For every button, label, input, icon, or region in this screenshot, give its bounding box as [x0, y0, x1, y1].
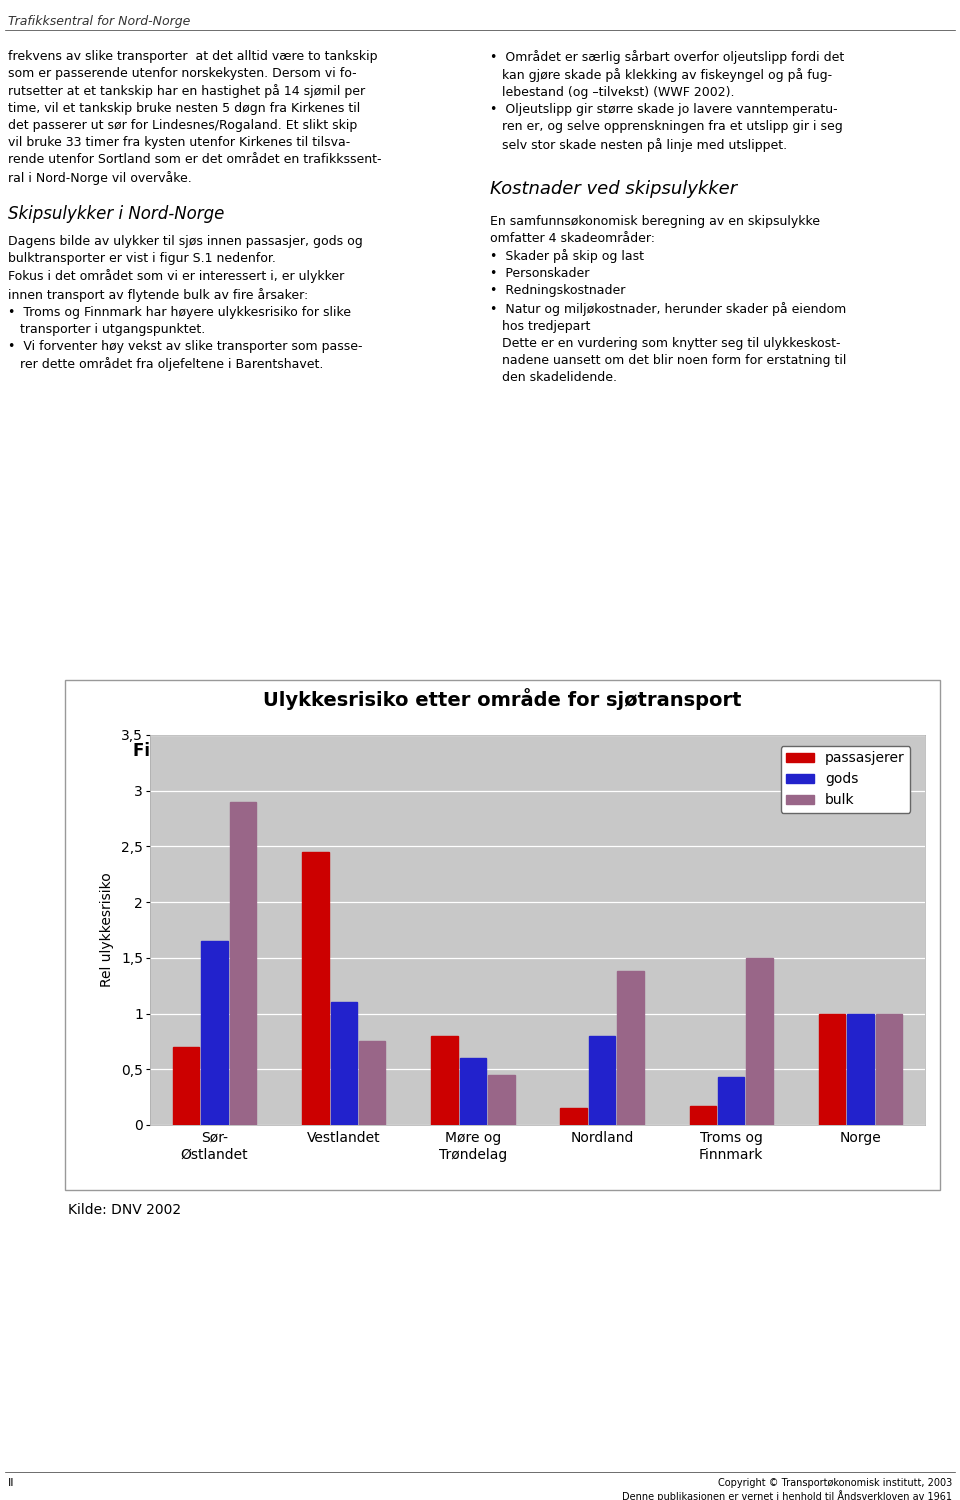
- Text: Ulykkesrisiko etter område for sjøtransport: Ulykkesrisiko etter område for sjøtransp…: [263, 688, 742, 709]
- Y-axis label: Rel ulykkesrisiko: Rel ulykkesrisiko: [100, 873, 114, 987]
- Text: Skipsulykker i Nord-Norge: Skipsulykker i Nord-Norge: [8, 206, 225, 224]
- Bar: [460, 1058, 486, 1125]
- Text: Kilde: DNV 2002: Kilde: DNV 2002: [68, 1203, 181, 1216]
- Bar: [689, 1106, 716, 1125]
- Text: Kostnader ved skipsulykker: Kostnader ved skipsulykker: [490, 180, 737, 198]
- Bar: [431, 1036, 458, 1125]
- Text: Copyright © Transportøkonomisk institutt, 2003
Denne publikasjonen er vernet i h: Copyright © Transportøkonomisk institutt…: [622, 1478, 952, 1500]
- Text: •  Området er særlig sårbart overfor oljeutslipp fordi det
   kan gjøre skade på: • Området er særlig sårbart overfor olje…: [490, 50, 844, 152]
- Bar: [488, 1076, 515, 1125]
- Bar: [617, 970, 644, 1125]
- Bar: [359, 1041, 385, 1125]
- Bar: [202, 940, 228, 1125]
- Bar: [65, 680, 940, 1190]
- Text: En samfunnsøkonomisk beregning av en skipsulykke
omfatter 4 skadeområder:
•  Ska: En samfunnsøkonomisk beregning av en ski…: [490, 214, 847, 384]
- Bar: [229, 802, 256, 1125]
- Bar: [588, 1036, 615, 1125]
- Text: Trafikksentral for Nord-Norge: Trafikksentral for Nord-Norge: [8, 15, 190, 28]
- Text: II: II: [8, 1478, 14, 1488]
- Bar: [330, 1002, 357, 1125]
- Text: frekvens av slike transporter  at det alltid være to tankskip
som er passerende : frekvens av slike transporter at det all…: [8, 50, 381, 184]
- Bar: [302, 852, 328, 1125]
- Bar: [747, 958, 773, 1125]
- Bar: [718, 1077, 745, 1125]
- Bar: [847, 1014, 874, 1125]
- Bar: [173, 1047, 200, 1125]
- Text: Figur S.1 Relativ ulykkesrisiko for sjøtransport etter område i Norge i dag: Figur S.1 Relativ ulykkesrisiko for sjøt…: [133, 740, 827, 760]
- Bar: [561, 1108, 587, 1125]
- Bar: [876, 1014, 902, 1125]
- Text: Dagens bilde av ulykker til sjøs innen passasjer, gods og
bulktransporter er vis: Dagens bilde av ulykker til sjøs innen p…: [8, 236, 363, 370]
- Bar: [819, 1014, 845, 1125]
- Legend: passasjerer, gods, bulk: passasjerer, gods, bulk: [780, 746, 910, 813]
